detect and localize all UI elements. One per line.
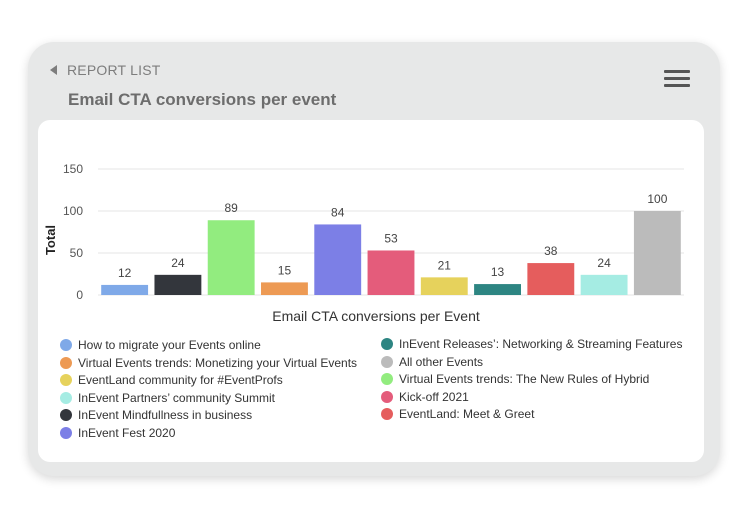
legend-swatch-icon xyxy=(381,373,393,386)
legend-label: InEvent Releases’: Networking & Streamin… xyxy=(399,337,683,351)
legend-label: InEvent Fest 2020 xyxy=(78,426,176,440)
legend-item[interactable]: InEvent Releases’: Networking & Streamin… xyxy=(381,337,682,351)
legend-item[interactable]: InEvent Mindfullness in business xyxy=(60,408,252,422)
bar-value-label: 21 xyxy=(438,258,452,272)
bar-value-label: 53 xyxy=(384,231,398,245)
bar-value-label: 38 xyxy=(544,244,558,258)
legend-label: Kick-off 2021 xyxy=(399,389,469,404)
legend-label: InEvent Partners’ community Summit xyxy=(78,390,275,405)
y-tick-label: 0 xyxy=(76,288,83,302)
bar[interactable] xyxy=(367,250,415,295)
legend-label: EventLand: Meet & Greet xyxy=(399,407,535,422)
legend-label: All other Events xyxy=(399,354,484,369)
bar[interactable] xyxy=(154,274,202,295)
bar[interactable] xyxy=(633,211,681,295)
legend-swatch-icon xyxy=(381,408,393,421)
bar-value-label: 89 xyxy=(225,201,239,215)
legend-swatch-icon xyxy=(60,339,72,351)
hamburger-menu-icon[interactable] xyxy=(664,68,692,88)
bar-value-label: 100 xyxy=(647,192,667,206)
back-link-label: REPORT LIST xyxy=(67,62,161,78)
legend-label: Virtual Events trends: The New Rules of … xyxy=(399,372,650,387)
legend-label: EventLand community for #EventProfs xyxy=(78,373,283,388)
page-title: Email CTA conversions per event xyxy=(68,90,337,109)
y-axis-label: Total xyxy=(43,225,58,255)
legend-swatch-icon xyxy=(60,409,72,422)
legend-item[interactable]: How to migrate your Events online xyxy=(60,338,261,352)
legend-item[interactable]: All other Events xyxy=(381,355,483,369)
legend-label: Virtual Events trends: Monetizing your V… xyxy=(78,355,358,370)
legend-swatch-icon xyxy=(60,356,72,369)
bar-value-label: 84 xyxy=(331,205,345,219)
legend-item[interactable]: InEvent Fest 2020 xyxy=(60,426,175,440)
legend-item[interactable]: EventLand community for #EventProfs xyxy=(60,373,283,387)
bar[interactable] xyxy=(420,277,468,295)
bar-value-label: 24 xyxy=(597,256,611,270)
legend-item[interactable]: Kick-off 2021 xyxy=(381,390,469,404)
legend-item[interactable]: Virtual Events trends: The New Rules of … xyxy=(381,372,649,386)
legend-label: How to migrate your Events online xyxy=(78,338,261,352)
bar-value-label: 12 xyxy=(118,266,132,280)
legend-label: InEvent Mindfullness in business xyxy=(78,408,253,423)
bar[interactable] xyxy=(101,284,149,295)
bar[interactable] xyxy=(527,263,575,295)
bar[interactable] xyxy=(580,274,628,295)
bar[interactable] xyxy=(474,284,521,295)
legend-swatch-icon xyxy=(381,355,393,368)
bar[interactable] xyxy=(207,220,255,295)
y-tick-label: 150 xyxy=(63,162,83,176)
bar[interactable] xyxy=(314,224,362,295)
y-tick-label: 50 xyxy=(70,246,84,260)
legend-swatch-icon xyxy=(60,374,72,387)
report-list-back-link[interactable]: REPORT LIST xyxy=(50,62,161,78)
legend-swatch-icon xyxy=(60,427,72,439)
back-arrow-icon xyxy=(50,65,57,75)
x-axis-label: Email CTA conversions per Event xyxy=(272,308,480,324)
legend-item[interactable]: InEvent Partners’ community Summit xyxy=(60,391,275,405)
legend-swatch-icon xyxy=(381,338,393,350)
legend-swatch-icon xyxy=(381,390,393,403)
legend-item[interactable]: EventLand: Meet & Greet xyxy=(381,407,534,421)
bar-value-label: 24 xyxy=(171,256,185,270)
bar[interactable] xyxy=(261,282,308,295)
legend-item[interactable]: Virtual Events trends: Monetizing your V… xyxy=(60,356,357,370)
bar-value-label: 13 xyxy=(491,265,505,279)
y-tick-label: 100 xyxy=(63,204,83,218)
bar-value-label: 15 xyxy=(278,263,292,277)
legend-swatch-icon xyxy=(60,391,72,404)
